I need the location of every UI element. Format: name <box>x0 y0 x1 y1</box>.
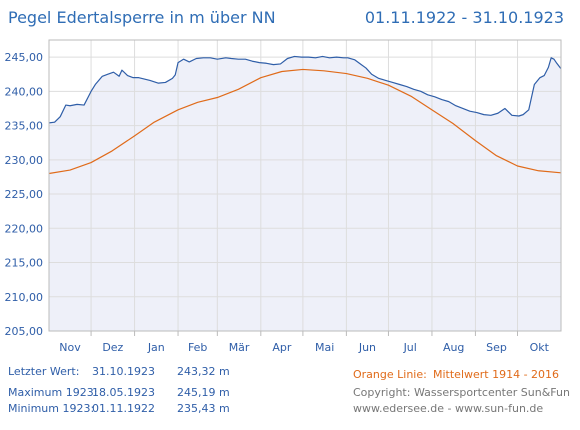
x-tick-label: Jun <box>358 341 376 354</box>
max-date: 18.05.1923 <box>92 386 155 399</box>
last-value: 243,32 m <box>177 365 230 378</box>
level-chart: 205,00 210,00 215,00 220,00 225,00 230,00 235,… <box>5 39 562 354</box>
date-range: 01.11.1922 - 31.10.1923 <box>364 8 564 27</box>
last-value-label: Letzter Wert: <box>8 365 80 378</box>
y-tick-label: 240,00 <box>5 85 44 98</box>
min-date: 01.11.1922 <box>92 402 155 415</box>
y-tick-label: 230,00 <box>5 154 44 167</box>
x-tick-label: Feb <box>188 341 207 354</box>
x-tick-label: Aug <box>443 341 464 354</box>
orange-line-text: Mittelwert 1914 - 2016 <box>433 368 560 381</box>
max-label: Maximum 1923: <box>8 386 98 399</box>
y-tick-label: 235,00 <box>5 120 44 133</box>
min-label: Minimum 1923: <box>8 402 95 415</box>
chart-title: Pegel Edertalsperre in m über NN <box>8 8 276 27</box>
x-tick-label: Sep <box>486 341 507 354</box>
x-tick-label: Nov <box>59 341 81 354</box>
y-tick-label: 215,00 <box>5 257 44 270</box>
orange-line-label: Orange Linie: <box>353 368 427 381</box>
y-tick-label: 205,00 <box>5 325 44 338</box>
x-tick-label: Dez <box>102 341 123 354</box>
max-value: 245,19 m <box>177 386 230 399</box>
level-series-line <box>48 55 562 124</box>
x-tick-label: Mai <box>315 341 334 354</box>
last-value-date: 31.10.1923 <box>92 365 155 378</box>
copyright: Copyright: Wassersportcenter Sun&Fun <box>353 386 570 399</box>
x-tick-label: Jul <box>403 341 417 354</box>
y-tick-label: 220,00 <box>5 222 44 235</box>
y-tick-label: 245,00 <box>5 51 44 64</box>
x-tick-label: Jan <box>147 341 165 354</box>
min-value: 235,43 m <box>177 402 230 415</box>
websites: www.edersee.de - www.sun-fun.de <box>353 402 544 415</box>
y-tick-label: 225,00 <box>5 188 44 201</box>
plot-frame <box>48 39 562 332</box>
y-tick-label: 210,00 <box>5 291 44 304</box>
x-tick-label: Okt <box>530 341 550 354</box>
mean-series-line <box>48 68 562 175</box>
x-tick-label: Mär <box>229 341 250 354</box>
x-tick-label: Apr <box>272 341 292 354</box>
